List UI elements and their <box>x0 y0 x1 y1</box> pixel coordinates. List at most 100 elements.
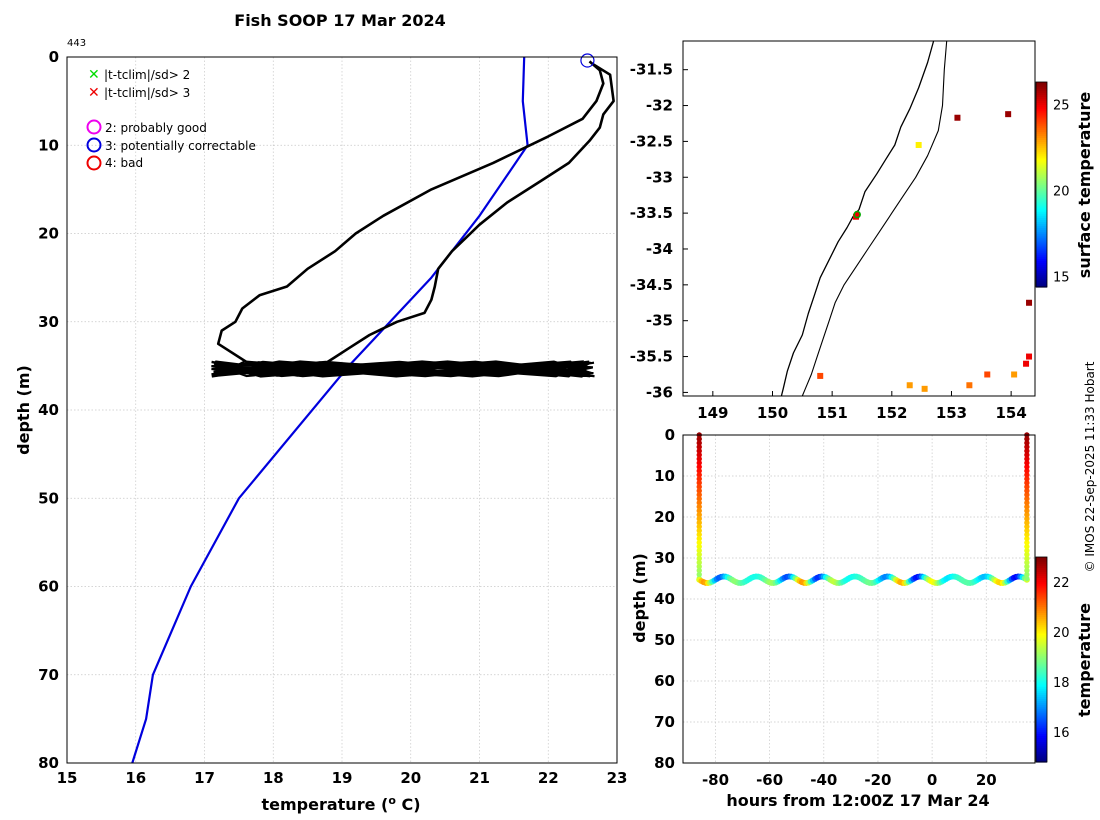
map-colorbar-swatch <box>1036 147 1047 151</box>
track-colorbar-swatch <box>1036 663 1047 667</box>
track-point-descent <box>696 547 702 554</box>
map-colorbar-label: surface temperature <box>1075 92 1094 279</box>
track-colorbar-swatch <box>1036 729 1047 732</box>
track-colorbar-swatch <box>1036 667 1047 671</box>
map-colorbar-swatch <box>1036 125 1047 128</box>
map-content <box>780 40 1033 397</box>
track-colorbar-swatch <box>1036 747 1047 751</box>
track-colorbar-swatch <box>1036 727 1047 730</box>
track-colorbar-swatch <box>1036 665 1047 669</box>
track-colorbar-swatch <box>1036 684 1047 687</box>
map-colorbar-swatch <box>1036 274 1047 278</box>
track-colorbar-swatch <box>1036 702 1047 706</box>
track-point-descent <box>696 472 702 478</box>
map-colorbar-swatch <box>1036 207 1047 210</box>
track-y-tick-label: 30 <box>654 549 675 567</box>
map-colorbar-swatch <box>1036 145 1047 149</box>
track-point-ascent <box>1024 480 1030 486</box>
track-point-descent <box>696 476 702 482</box>
map-colorbar-swatch <box>1036 248 1047 251</box>
map-colorbar-swatch <box>1036 280 1047 284</box>
track-point-ascent <box>1024 436 1030 442</box>
map-sst-pixel <box>817 372 824 379</box>
map-x-tick-label: 152 <box>876 404 907 422</box>
map-colorbar-swatch <box>1036 106 1047 110</box>
map-colorbar-swatch <box>1036 229 1047 233</box>
profile-y-tick-label: 10 <box>38 136 59 154</box>
track-point-ascent <box>1024 563 1030 570</box>
track-colorbar-swatch <box>1036 739 1047 743</box>
track-colorbar-swatch <box>1036 708 1047 712</box>
track-point-descent <box>696 452 702 458</box>
track-colorbar-swatch <box>1036 587 1047 591</box>
map-sst-pixel <box>954 114 961 121</box>
legend-label-flag-3: 3: potentially correctable <box>105 139 256 153</box>
track-colorbar-swatch <box>1036 649 1047 652</box>
track-colorbar-swatch <box>1036 602 1047 605</box>
track-grid <box>683 434 1035 764</box>
legend-label-flag-4: 4: bad <box>105 156 143 170</box>
map-sst-pixel <box>1005 111 1012 118</box>
map-colorbar-swatch <box>1036 114 1047 118</box>
map-colorbar-swatch <box>1036 133 1047 136</box>
track-point-ascent <box>1024 468 1030 474</box>
track-point-descent <box>696 448 702 454</box>
map-colorbar-swatch <box>1036 100 1047 104</box>
track-point-ascent <box>1024 575 1030 582</box>
map-colorbar-tick-label: 15 <box>1053 271 1070 286</box>
track-colorbar-swatch <box>1036 686 1047 689</box>
track-point-descent <box>696 516 702 522</box>
map-x-tick-label: 154 <box>995 404 1026 422</box>
map-colorbar-swatch <box>1036 88 1047 91</box>
track-colorbar-swatch <box>1036 714 1047 718</box>
track-point-descent <box>696 468 702 474</box>
track-colorbar-swatch <box>1036 735 1047 738</box>
map-colorbar-swatch <box>1036 211 1047 214</box>
map-colorbar-swatch <box>1036 90 1047 93</box>
map-colorbar-swatch <box>1036 123 1047 126</box>
track-point-ascent <box>1024 444 1030 450</box>
profile-x-tick-label: 21 <box>469 769 490 787</box>
map-colorbar-swatch <box>1036 239 1047 243</box>
track-colorbar-swatch <box>1036 731 1047 734</box>
track-point-ascent <box>1024 555 1030 562</box>
map-colorbar-swatch <box>1036 256 1047 259</box>
track-colorbar-swatch <box>1036 598 1047 601</box>
track-point-ascent <box>1024 500 1030 506</box>
map-colorbar-swatch <box>1036 200 1047 204</box>
map-colorbar-swatch <box>1036 217 1047 220</box>
track-x-tick-label: -20 <box>864 771 891 789</box>
track-ticks: -80 -60 -40 -20 0 20 0 10 20 30 40 50 60 70 80 <box>654 426 997 789</box>
track-colorbar-swatch <box>1036 755 1047 759</box>
map-colorbar-swatch <box>1036 120 1047 124</box>
map-colorbar-swatch <box>1036 96 1047 99</box>
profile-y-tick-label: 20 <box>38 225 59 243</box>
map-colorbar-swatch <box>1036 137 1047 140</box>
track-point-ascent <box>1024 508 1030 514</box>
track-point-ascent <box>1024 472 1030 478</box>
track-colorbar-tick-label: 18 <box>1053 676 1070 691</box>
track-point-descent <box>696 531 702 538</box>
map-y-tick-label: -32 <box>646 97 673 115</box>
track-point-descent <box>696 444 702 450</box>
track-colorbar-swatch <box>1036 682 1047 685</box>
profile-y-tick-label: 40 <box>38 401 59 419</box>
track-colorbar-swatch <box>1036 559 1047 562</box>
map-colorbar-swatch <box>1036 139 1047 143</box>
map-colorbar-swatch <box>1036 141 1047 145</box>
track-colorbar-swatch <box>1036 639 1047 642</box>
track-frame <box>682 434 1036 764</box>
track-point-ascent <box>1024 547 1030 554</box>
track-colorbar-swatch <box>1036 622 1047 626</box>
map-colorbar-tick-label: 25 <box>1053 98 1070 113</box>
track-point-ascent <box>1024 527 1030 534</box>
map-sst-pixel <box>921 385 928 392</box>
track-colorbar-swatch <box>1036 759 1047 763</box>
profile-y-tick-label: 80 <box>38 754 59 772</box>
profile-x-tick-label: 15 <box>57 769 78 787</box>
map-colorbar-swatch <box>1036 131 1047 134</box>
track-colorbar-swatch <box>1036 577 1047 581</box>
track-colorbar-swatch <box>1036 641 1047 644</box>
track-point-ascent <box>1024 460 1030 466</box>
map-colorbar-swatch <box>1036 164 1047 167</box>
